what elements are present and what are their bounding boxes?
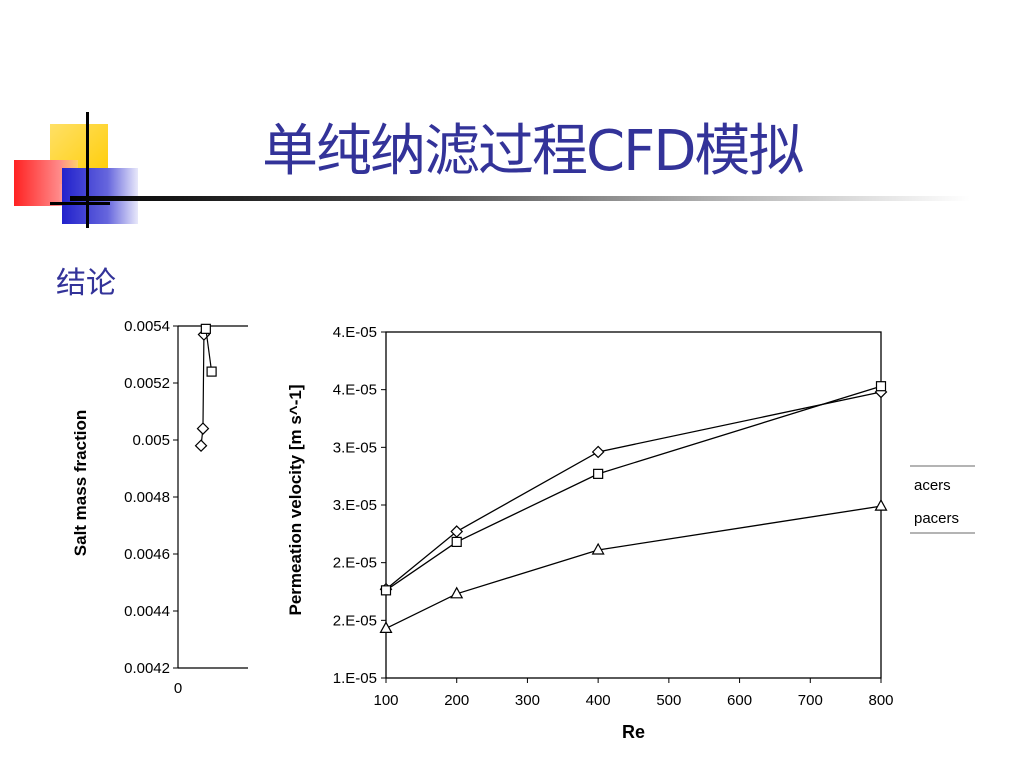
y-tick-label: 2.E-05 bbox=[333, 612, 377, 629]
x-tick-label: 600 bbox=[727, 692, 752, 709]
series-square-marker bbox=[451, 536, 462, 548]
y-tick-label: 0.0048 bbox=[124, 489, 170, 506]
x-tick-label: 200 bbox=[444, 692, 469, 709]
y-tick-label: 0.0044 bbox=[124, 603, 170, 620]
series-0-marker bbox=[194, 439, 208, 453]
series-1-line bbox=[205, 328, 213, 372]
x-tick-label: 0 bbox=[174, 680, 182, 697]
series-square-marker bbox=[380, 585, 392, 596]
y-tick-label: 0.005 bbox=[132, 432, 170, 449]
y-tick-label: 0.0054 bbox=[124, 318, 170, 335]
logo-vertical-line bbox=[86, 112, 89, 228]
y-tick-label: 2.E-05 bbox=[333, 555, 377, 572]
series-square-marker bbox=[875, 381, 887, 392]
y-axis-title: Permeation velocity [m s^-1] bbox=[286, 384, 305, 615]
y-tick-label: 4.E-05 bbox=[333, 382, 377, 399]
series-1-marker bbox=[206, 366, 217, 377]
chart-panel bbox=[248, 312, 910, 758]
series-diamond-marker bbox=[591, 445, 605, 459]
x-tick-label: 300 bbox=[515, 692, 540, 709]
section-label: 结论 bbox=[56, 266, 116, 301]
x-tick-label: 800 bbox=[868, 692, 893, 709]
series-triangle-marker bbox=[874, 498, 888, 511]
legend-entry-fragment: pacers bbox=[914, 510, 959, 527]
x-axis-title: Re bbox=[622, 722, 645, 742]
y-tick-label: 4.E-05 bbox=[333, 324, 377, 341]
legend-entry-fragment: acers bbox=[914, 477, 951, 494]
y-tick-label: 0.0046 bbox=[124, 546, 170, 563]
logo-short-line bbox=[50, 202, 110, 205]
series-square-marker bbox=[593, 468, 604, 479]
series-0-marker bbox=[196, 422, 210, 435]
y-tick-label: 0.0052 bbox=[124, 375, 170, 392]
series-triangle-line bbox=[385, 505, 882, 629]
title-rule bbox=[70, 196, 970, 201]
y-tick-label: 1.E-05 bbox=[333, 670, 377, 687]
y-axis-title: Salt mass fraction bbox=[71, 410, 90, 556]
series-triangle-marker bbox=[450, 586, 464, 599]
y-tick-label: 0.0042 bbox=[124, 660, 170, 677]
slide-title: 单纯纳滤过程CFD模拟 bbox=[262, 119, 804, 184]
y-tick-label: 3.E-05 bbox=[333, 497, 377, 514]
x-tick-label: 100 bbox=[373, 692, 398, 709]
x-tick-label: 400 bbox=[586, 692, 611, 709]
series-triangle-marker bbox=[591, 542, 605, 555]
x-tick-label: 500 bbox=[656, 692, 681, 709]
x-tick-label: 700 bbox=[798, 692, 823, 709]
series-triangle-marker bbox=[379, 621, 393, 634]
series-1-marker bbox=[200, 323, 211, 334]
y-tick-label: 3.E-05 bbox=[333, 439, 377, 456]
series-diamond-line bbox=[385, 391, 882, 590]
series-square-line bbox=[385, 385, 882, 591]
